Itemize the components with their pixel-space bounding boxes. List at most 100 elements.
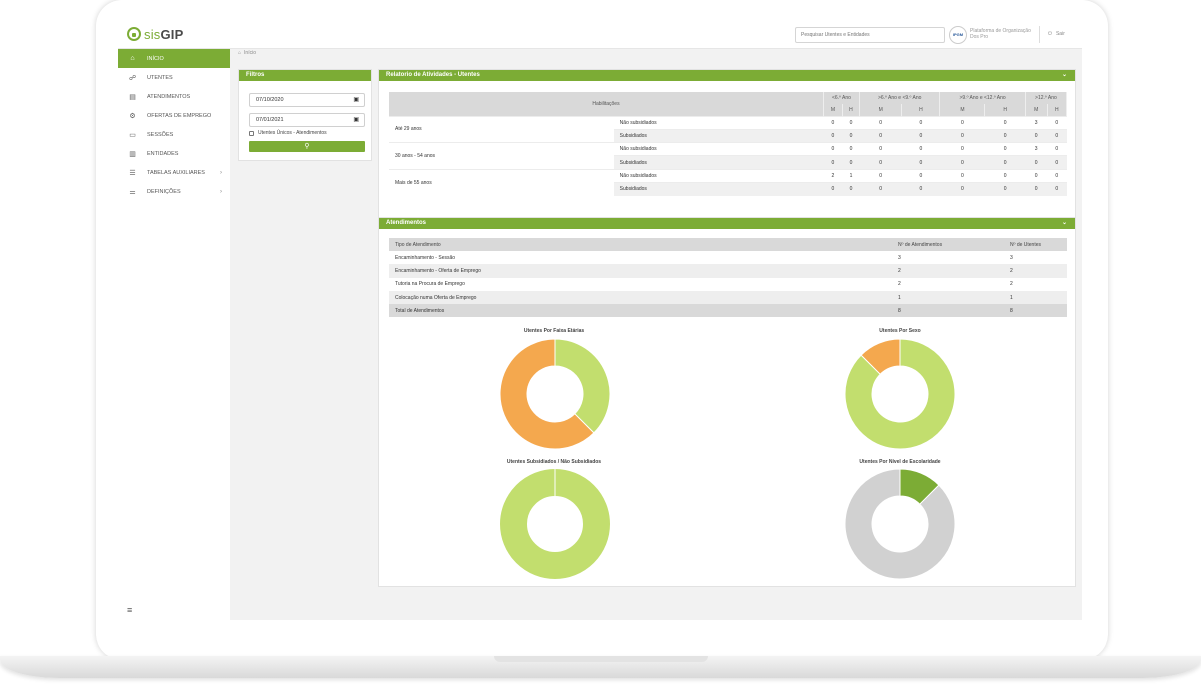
table-header: >9.º Ano e <12.º Ano bbox=[939, 92, 1026, 104]
chart-title-sex: Utentes Por Sexo bbox=[879, 328, 921, 334]
donut-chart-age bbox=[499, 338, 611, 450]
count-cell: 1 bbox=[1004, 290, 1067, 305]
logout-button[interactable]: ⏻ Sair bbox=[1048, 31, 1065, 37]
table-header: >12.º Ano bbox=[1025, 92, 1068, 104]
appointments-panel: Atendimentos ⌄ Tipo de Atendimento Nº de… bbox=[378, 217, 1076, 587]
table-row: Subsidiados 0 0 0 0 0 0 0 0 bbox=[389, 128, 1067, 143]
menu-toggle-icon[interactable]: ≡ bbox=[127, 605, 133, 615]
value-cell: 0 bbox=[939, 155, 985, 170]
value-cell: 0 bbox=[1047, 155, 1067, 170]
table-row: Subsidiados 0 0 0 0 0 0 0 0 bbox=[389, 155, 1067, 170]
value-cell: 0 bbox=[823, 115, 843, 130]
count-cell: 2 bbox=[892, 264, 1004, 278]
value-cell: 0 bbox=[1047, 142, 1067, 156]
sidebar-item-ofertas-emprego[interactable]: ⚙ OFERTAS DE EMPREGO bbox=[118, 106, 230, 125]
organization-name[interactable]: Plataforma de Organização Dos Pro bbox=[970, 28, 1031, 40]
value-cell: 0 bbox=[842, 142, 860, 156]
sidebar-item-label: ATENDIMENTOS bbox=[147, 93, 191, 100]
donut-slice[interactable] bbox=[844, 468, 956, 580]
table-row: Colocação numa Oferta de Emprego 1 1 bbox=[389, 290, 1067, 305]
date-from-value: 07/10/2020 bbox=[256, 97, 284, 103]
appointments-header[interactable]: Atendimentos ⌄ bbox=[379, 218, 1075, 229]
value-cell: 0 bbox=[1025, 181, 1048, 196]
table-header: Nº de Utentes bbox=[1004, 238, 1067, 251]
value-cell: 0 bbox=[859, 168, 902, 183]
sidebar-item-entidades[interactable]: ▥ ENTIDADES bbox=[118, 144, 230, 163]
organization-logo[interactable]: IPGM bbox=[949, 26, 967, 44]
building-icon: ▥ bbox=[129, 150, 136, 158]
unique-users-checkbox[interactable] bbox=[249, 130, 254, 136]
calendar-icon[interactable]: ▣ bbox=[353, 117, 359, 123]
sidebar-item-label: TABELAS AUXILIARES bbox=[147, 169, 205, 176]
search-input[interactable] bbox=[795, 27, 945, 43]
date-to-value: 07/01/2021 bbox=[256, 117, 284, 123]
table-subheader: H bbox=[842, 104, 860, 116]
search-button[interactable]: ⚲ bbox=[249, 141, 365, 152]
value-cell: 0 bbox=[1047, 181, 1067, 196]
calendar-icon[interactable]: ▣ bbox=[353, 97, 359, 103]
logo-text: sisGIP bbox=[144, 26, 184, 42]
value-cell: 0 bbox=[859, 128, 902, 143]
appointment-type-cell: Encaminhamento - Sessão bbox=[395, 254, 456, 261]
app-logo[interactable]: sisGIP bbox=[127, 26, 184, 42]
top-bar: sisGIP IPGM Plataforma de Organização Do… bbox=[118, 20, 1082, 49]
divider bbox=[1039, 26, 1040, 43]
breadcrumb-current[interactable]: Início bbox=[244, 50, 256, 56]
subsidy-type-cell: Subsidiados bbox=[613, 128, 824, 143]
sidebar-item-label: UTENTES bbox=[147, 74, 173, 81]
donut-chart-subsidized bbox=[500, 469, 610, 579]
value-cell: 0 bbox=[901, 155, 940, 170]
count-cell: 8 bbox=[892, 304, 1004, 318]
value-cell: 0 bbox=[901, 168, 940, 183]
checkbox-label: Utentes Únicos - Atendimentos bbox=[258, 130, 327, 136]
subsidy-type-cell: Não subsidiados bbox=[613, 168, 824, 183]
sidebar-item-inicio[interactable]: ⌂ INÍCIO bbox=[118, 49, 230, 68]
donut-slice[interactable] bbox=[554, 338, 611, 434]
value-cell: 0 bbox=[939, 181, 985, 196]
table-row: Tutoria na Procura de Emprego 2 2 bbox=[389, 278, 1067, 291]
chevron-down-icon[interactable]: ⌄ bbox=[1061, 220, 1067, 226]
sidebar-item-tabelas-auxiliares[interactable]: ☰ TABELAS AUXILIARES › bbox=[118, 163, 230, 182]
laptop-base bbox=[0, 656, 1201, 678]
activity-report-panel: Relatorio de Atividades - Utentes ⌄ Habi… bbox=[378, 69, 1076, 226]
table-row: 30 anos - 54 anos Não subsidiados 0 0 0 0 0 0 3 0 bbox=[389, 142, 1067, 170]
sidebar-item-sessoes[interactable]: ▭ SESSÕES bbox=[118, 125, 230, 144]
value-cell: 0 bbox=[859, 142, 902, 156]
power-icon: ⏻ bbox=[1048, 31, 1052, 37]
activity-report-header[interactable]: Relatorio de Atividades - Utentes ⌄ bbox=[379, 70, 1075, 81]
value-cell: 0 bbox=[984, 168, 1026, 183]
table-subheader: H bbox=[901, 104, 941, 116]
table-row: Mais de 55 anos Não subsidiados 2 1 0 0 0 0 0 0 bbox=[389, 168, 1067, 196]
table-row: Até 29 anos Não subsidiados 0 0 0 0 0 0 3 0 bbox=[389, 115, 1067, 143]
value-cell: 0 bbox=[842, 181, 860, 196]
sidebar-item-definicoes[interactable]: ⚌ DEFINIÇÕES › bbox=[118, 182, 230, 201]
donut-slice[interactable] bbox=[499, 338, 595, 450]
value-cell: 0 bbox=[859, 155, 902, 170]
logout-label: Sair bbox=[1055, 31, 1065, 37]
sidebar-item-atendimentos[interactable]: ▤ ATENDIMENTOS bbox=[118, 87, 230, 106]
sidebar-item-utentes[interactable]: ☍ UTENTES bbox=[118, 68, 230, 87]
donut-slice[interactable] bbox=[860, 338, 901, 375]
date-to-field[interactable]: 07/01/2021 ▣ bbox=[249, 113, 365, 127]
value-cell: 0 bbox=[984, 115, 1026, 130]
value-cell: 0 bbox=[984, 155, 1026, 170]
activity-report-title: Relatorio de Atividades - Utentes bbox=[386, 72, 480, 78]
unique-users-checkbox-row[interactable]: Utentes Únicos - Atendimentos bbox=[249, 130, 327, 136]
filters-title: Filtros bbox=[239, 70, 371, 81]
appointment-type-cell: Total de Atendimentos bbox=[389, 304, 892, 318]
chevron-right-icon: › bbox=[220, 188, 222, 195]
chevron-right-icon: › bbox=[220, 169, 222, 176]
chevron-down-icon[interactable]: ⌄ bbox=[1061, 72, 1067, 78]
logo-icon bbox=[127, 27, 141, 41]
laptop-notch bbox=[494, 656, 708, 662]
value-cell: 0 bbox=[1047, 128, 1067, 143]
date-from-field[interactable]: 07/10/2020 ▣ bbox=[249, 93, 365, 107]
job-offer-icon: ⚙ bbox=[129, 112, 136, 120]
clipboard-icon: ▤ bbox=[129, 93, 136, 101]
appointment-type-cell: Colocação numa Oferta de Emprego bbox=[389, 290, 892, 305]
value-cell: 0 bbox=[901, 115, 940, 130]
value-cell: 1 bbox=[842, 168, 860, 183]
filters-panel: Filtros 07/10/2020 ▣ 07/01/2021 ▣ Utentes … bbox=[238, 69, 372, 161]
sidebar-item-label: OFERTAS DE EMPREGO bbox=[147, 112, 212, 119]
